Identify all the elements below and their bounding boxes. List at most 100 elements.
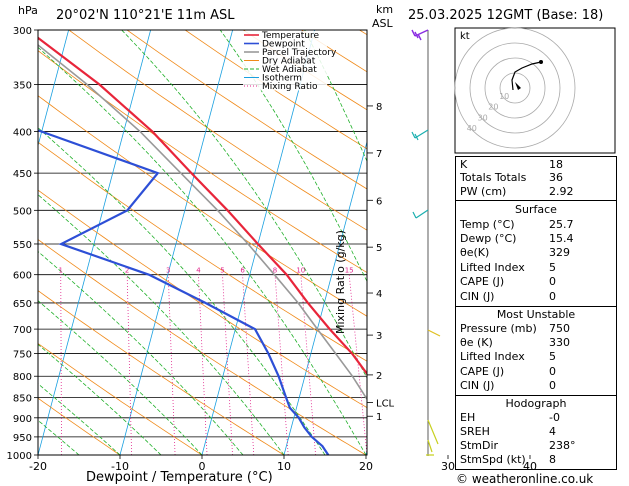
hodo-row: StmSpd (kt) 8 (460, 453, 556, 466)
surface-row: Lifted Index 5 (460, 261, 556, 274)
mixing-ratio-label: 8 (273, 267, 277, 275)
watermark: © weatheronline.co.uk (456, 472, 594, 486)
temperature-tick-label: 0 (199, 460, 206, 473)
isotherm-line (283, 140, 367, 455)
legend-label: Isotherm (262, 74, 302, 84)
hodograph-ring (454, 27, 576, 149)
legend-bg (243, 48, 327, 57)
surface-row: CAPE (J) 0 (460, 275, 556, 288)
hodo-row: EH -0 (460, 411, 560, 424)
mixing-ratio-line (300, 274, 316, 455)
mu-row: Pressure (mb) 750 (460, 322, 570, 335)
isotherm-line (119, 30, 234, 455)
wet-adiabat-line (38, 127, 326, 455)
temperature-tick-label: 20 (359, 460, 373, 473)
mixing-ratio-line (167, 274, 176, 455)
legend-bg (243, 82, 327, 91)
hodo-row: SREH 4 (460, 425, 556, 438)
mixing-ratio-line (385, 275, 405, 455)
mixing-ratio-label: 10 (296, 267, 305, 275)
pressure-tick-label: 950 (13, 433, 32, 444)
wet-adiabat-line (121, 30, 367, 379)
location-title: 20°02'N 110°21'E 11m ASL (56, 8, 235, 23)
dry-adiabat-line (38, 342, 203, 455)
wet-adiabat-line (38, 343, 162, 455)
dewpoint-line (38, 129, 330, 455)
height-tick-label: 1 (376, 412, 382, 423)
index-row: Totals Totals 36 (460, 171, 563, 184)
indices-panel: K 18 Totals Totals 36 PW (cm) 2.92 Surface … (455, 156, 617, 470)
mixing-ratio-label: 2 (125, 267, 129, 275)
dry-adiabat-line (126, 30, 367, 190)
mu-row: Lifted Index 5 (460, 350, 556, 363)
mu-row: CAPE (J) 0 (460, 365, 556, 378)
dry-adiabat-line (68, 30, 367, 231)
index-row: K 18 (460, 158, 563, 171)
dry-adiabat-line (38, 141, 367, 362)
pressure-tick-label: 500 (13, 206, 32, 217)
surface-row: Dewp (°C) 15.4 (460, 232, 574, 245)
mu-row: θe (K) 330 (460, 336, 570, 349)
wind-barb (411, 29, 429, 41)
temperature-tick-label: 10 (277, 460, 291, 473)
hodograph-ring (484, 57, 546, 119)
legend-label: Dewpoint (262, 40, 305, 50)
x-axis-label: Dewpoint / Temperature (°C) (86, 470, 273, 485)
wind-barb (411, 129, 429, 141)
mixing-ratio-line (198, 274, 208, 455)
pressure-tick-label: 800 (13, 372, 32, 383)
wet-adiabat-line (38, 300, 203, 455)
surface-title: Surface (515, 203, 557, 216)
hodograph-kt-label: kt (460, 31, 470, 42)
dry-adiabat-line (38, 50, 367, 274)
mixing-ratio-line (242, 274, 255, 455)
hodograph-frame (454, 27, 616, 154)
wind-barb (412, 209, 429, 219)
hodograph-title: Hodograph (505, 397, 567, 410)
mixing-ratio-line (60, 274, 62, 455)
legend-label: Mixing Ratio (262, 82, 318, 92)
mixing-ratio-label: 1 (59, 267, 63, 275)
pressure-tick-label: 300 (13, 26, 32, 37)
dry-adiabat-line (38, 189, 367, 409)
height-tick-label: 6 (376, 196, 382, 207)
pressure-tick-label: 900 (13, 414, 32, 425)
legend-bg (243, 73, 327, 82)
hodograph-ring (469, 42, 561, 134)
legend-bg (243, 31, 327, 40)
temperature-line (38, 36, 367, 376)
wet-adiabat-line (38, 383, 121, 455)
legend-label: Dry Adiabat (262, 57, 316, 67)
hodo-row: StmDir 238° (460, 439, 576, 452)
dry-adiabat-line (38, 290, 285, 455)
pressure-tick-label: 1000 (7, 451, 32, 462)
pressure-tick-label: 400 (13, 128, 32, 139)
legend-bg (243, 39, 327, 48)
hodograph-ring-label: 10 (499, 92, 509, 101)
wind-barb (426, 419, 439, 456)
pressure-unit: hPa (18, 4, 38, 17)
height-tick-label: 7 (376, 149, 382, 160)
hodograph-endpoint (539, 60, 543, 64)
mixing-ratio-label: 15 (345, 267, 354, 275)
height-tick-label: LCL (376, 399, 395, 410)
legend-label: Temperature (261, 31, 319, 41)
pressure-tick-label: 750 (13, 349, 32, 360)
temperature-tick-label: 30 (441, 460, 455, 473)
wet-adiabat-line (38, 194, 285, 455)
surface-row: θe(K) 329 (460, 246, 570, 259)
dry-adiabat-line (38, 95, 367, 317)
mixing-ratio-label: 3 (166, 267, 170, 275)
isotherm-line (201, 30, 316, 455)
height-tick-label: 8 (376, 102, 382, 113)
dry-adiabat-line (38, 397, 121, 455)
mixing-ratio-label: 5 (220, 267, 224, 275)
mixing-ratio-line (348, 274, 367, 455)
temperature-tick-label: -20 (29, 460, 47, 473)
mixing-ratio-label: 6 (240, 267, 245, 275)
mixing-ratio-line (126, 274, 133, 455)
height-tick-label: 2 (376, 371, 382, 382)
datetime-title: 25.03.2025 12GMT (Base: 18) (408, 8, 604, 23)
wind-barb (427, 329, 441, 337)
wet-adiabat-line (219, 30, 367, 283)
